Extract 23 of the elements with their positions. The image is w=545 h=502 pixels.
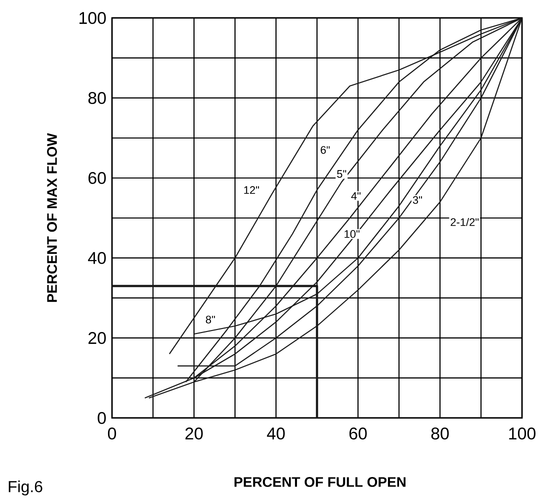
x-tick-label: 40 [266, 428, 285, 440]
series-label: 8" [206, 316, 215, 324]
x-tick-label: 100 [509, 428, 536, 440]
y-tick-label: 40 [88, 252, 106, 264]
y-tick-label: 60 [88, 172, 106, 184]
x-tick-label: 60 [349, 428, 367, 440]
y-tick-label: 20 [88, 332, 106, 344]
series-label: 6" [320, 146, 330, 154]
y-tick-label: 0 [98, 412, 106, 424]
x-tick-label: 0 [108, 428, 116, 440]
series-label: 2-1/2" [450, 218, 479, 226]
series-label: 10" [344, 230, 360, 238]
x-axis-title: PERCENT OF FULL OPEN [234, 477, 406, 487]
y-axis-title: PERCENT OF MAX FLOW [47, 133, 57, 302]
series-label: 12" [244, 186, 259, 194]
series-label: 3" [412, 196, 422, 204]
series-label: 5" [337, 170, 346, 178]
caption: Fig.6 [8, 480, 42, 496]
y-tick-label: 80 [88, 92, 106, 104]
x-tick-label: 80 [431, 428, 449, 440]
x-tick-label: 20 [185, 428, 203, 440]
series-label: 4" [351, 192, 360, 200]
y-tick-label: 100 [80, 12, 106, 24]
